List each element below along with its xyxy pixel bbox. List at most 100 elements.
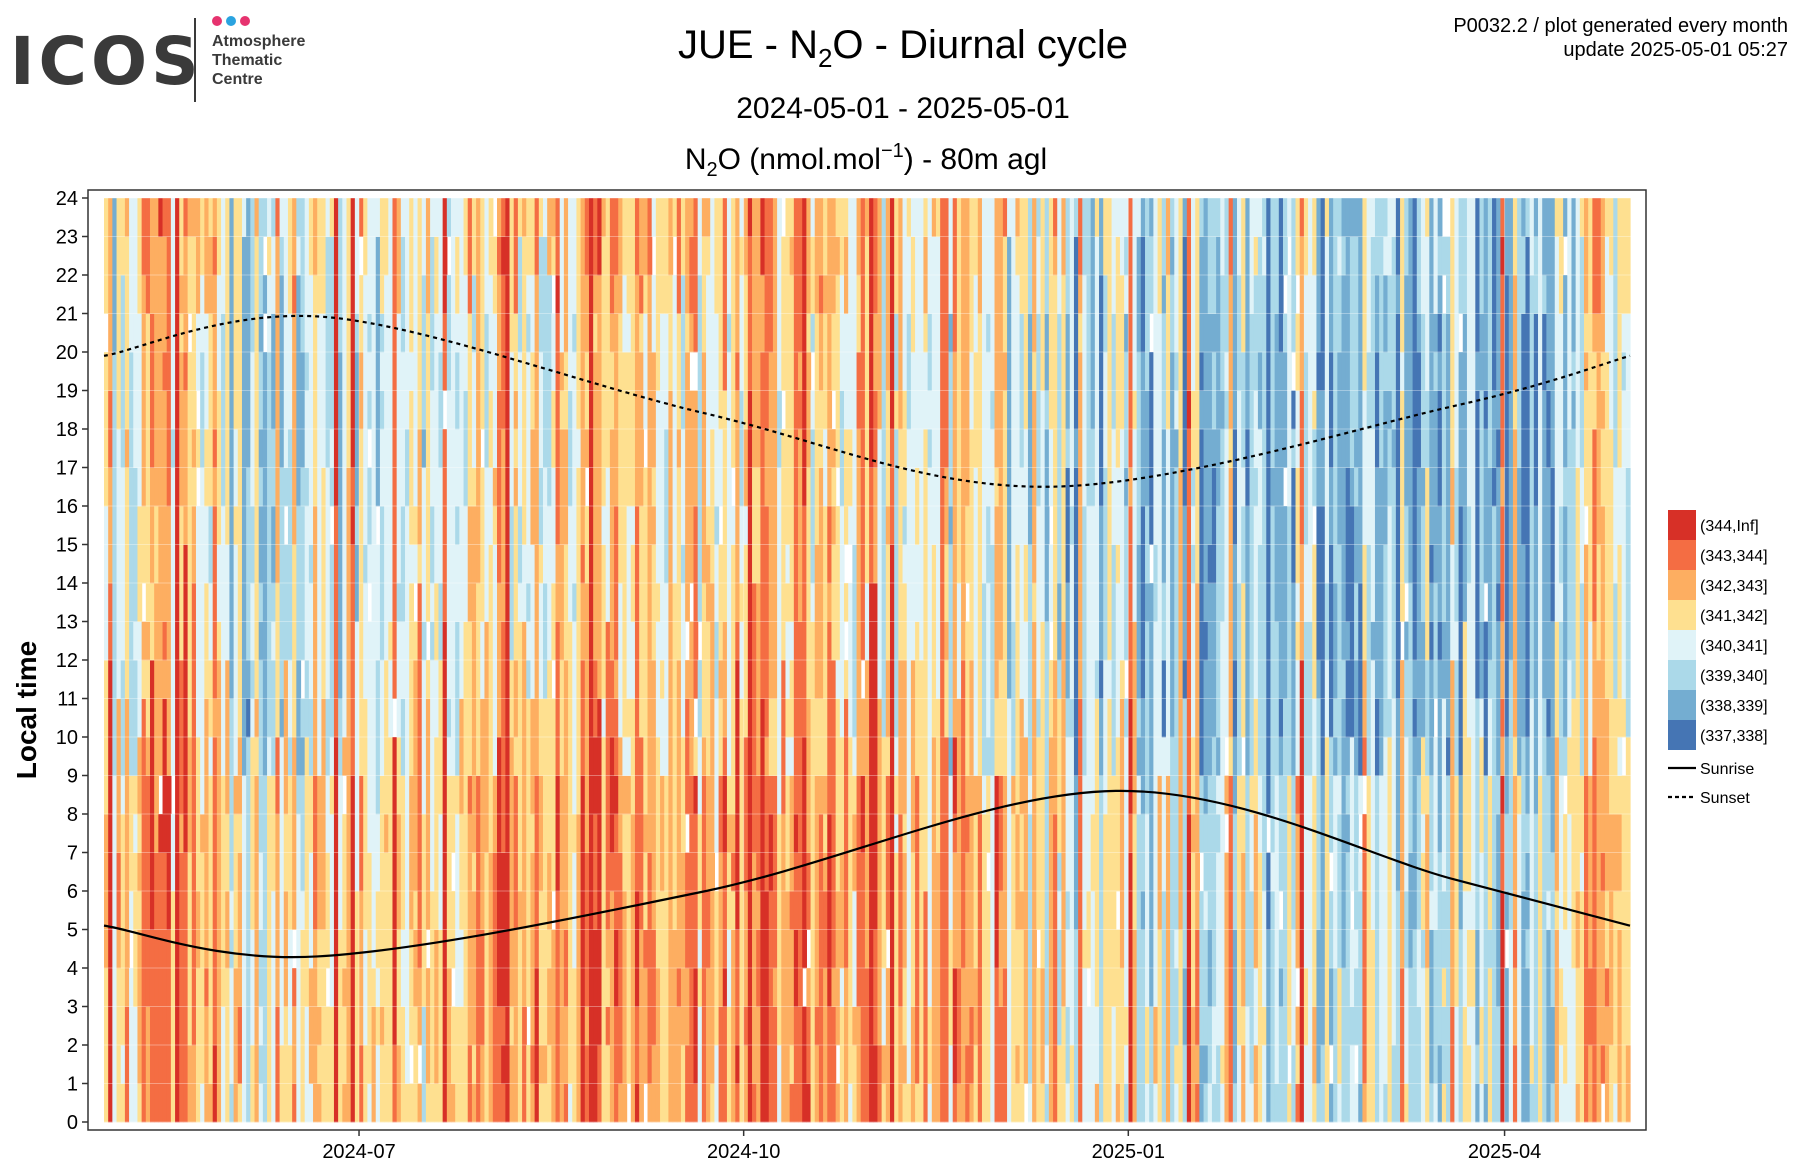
heatmap-cell — [802, 390, 807, 430]
heatmap-cell — [710, 698, 715, 738]
heatmap-cell — [864, 506, 870, 545]
heatmap-cell — [241, 737, 247, 776]
heatmap-cell — [848, 1045, 853, 1084]
heatmap-cell — [241, 968, 247, 1007]
heatmap-cell — [630, 698, 636, 738]
heatmap-cell — [818, 352, 824, 391]
heatmap-cell — [806, 198, 812, 237]
heatmap-cell — [476, 737, 481, 776]
heatmap-cell — [421, 814, 427, 853]
heatmap-cell — [430, 429, 435, 468]
heatmap-cell — [927, 236, 933, 276]
heatmap-cell — [229, 698, 235, 738]
heatmap-cell — [300, 198, 306, 237]
heatmap-cell — [555, 660, 561, 699]
heatmap-cell — [534, 544, 540, 584]
heatmap-cell — [626, 1006, 632, 1046]
heatmap-cell — [965, 1045, 971, 1084]
heatmap-cell — [647, 1083, 653, 1123]
heatmap-cell — [158, 313, 164, 353]
heatmap-cell — [981, 1006, 987, 1046]
heatmap-cell — [756, 1006, 761, 1046]
heatmap-cell — [664, 198, 670, 237]
heatmap-cell — [517, 660, 523, 699]
heatmap-cell — [894, 929, 899, 969]
heatmap-cell — [250, 1083, 256, 1123]
heatmap-cell — [359, 1006, 364, 1046]
heatmap-cell — [338, 352, 343, 391]
heatmap-cell — [158, 583, 164, 622]
heatmap-cell — [768, 1045, 774, 1084]
heatmap-cell — [793, 1083, 799, 1123]
heatmap-cell — [317, 852, 322, 892]
heatmap-cell — [338, 506, 343, 545]
heatmap-cell — [191, 429, 197, 468]
heatmap-cell — [246, 775, 251, 815]
heatmap-cell — [333, 775, 339, 815]
heatmap-cell — [810, 698, 816, 738]
heatmap-cell — [806, 313, 812, 353]
heatmap-cell — [137, 621, 143, 661]
heatmap-cell — [321, 929, 327, 969]
heatmap-cell — [576, 698, 582, 738]
heatmap-cell — [476, 852, 481, 892]
heatmap-cell — [359, 1083, 364, 1123]
heatmap-cell — [831, 467, 837, 507]
heatmap-cell — [760, 621, 766, 661]
heatmap-cell — [818, 1006, 824, 1046]
heatmap-cell — [413, 737, 419, 776]
heatmap-cell — [538, 275, 544, 314]
heatmap-cell — [877, 313, 883, 353]
heatmap-cell — [501, 313, 506, 353]
heatmap-cell — [333, 1045, 339, 1084]
heatmap-cell — [781, 313, 787, 353]
heatmap-cell — [350, 467, 356, 507]
heatmap-cell — [262, 1083, 268, 1123]
heatmap-cell — [392, 814, 398, 853]
heatmap-cell — [363, 544, 368, 584]
heatmap-cell — [802, 775, 807, 815]
heatmap-cell — [793, 1045, 799, 1084]
heatmap-cell — [614, 352, 619, 391]
heatmap-cell — [827, 467, 833, 507]
heatmap-cell — [204, 698, 210, 738]
heatmap-cell — [133, 506, 139, 545]
heatmap-cell — [760, 891, 766, 930]
heatmap-cell — [250, 390, 256, 430]
heatmap-cell — [806, 775, 812, 815]
heatmap-cell — [438, 506, 444, 545]
heatmap-cell — [216, 621, 222, 661]
heatmap-cell — [346, 1045, 352, 1084]
heatmap-cell — [409, 660, 414, 699]
heatmap-cell — [860, 313, 866, 353]
heatmap-cell — [827, 968, 833, 1007]
heatmap-cell — [961, 698, 966, 738]
heatmap-cell — [400, 390, 406, 430]
heatmap-cell — [208, 390, 214, 430]
heatmap-cell — [747, 621, 753, 661]
heatmap-cell — [124, 1045, 130, 1084]
heatmap-cell — [292, 583, 297, 622]
heatmap-cell — [467, 544, 473, 584]
heatmap-cell — [894, 313, 899, 353]
heatmap-cell — [509, 814, 515, 853]
heatmap-cell — [476, 660, 481, 699]
heatmap-cell — [321, 775, 327, 815]
heatmap-cell — [760, 1006, 766, 1046]
heatmap-cell — [593, 390, 598, 430]
heatmap-cell — [104, 544, 109, 584]
heatmap-cell — [233, 968, 239, 1007]
heatmap-cell — [388, 236, 394, 276]
heatmap-cell — [915, 506, 920, 545]
heatmap-cell — [505, 660, 511, 699]
heatmap-cell — [559, 429, 565, 468]
heatmap-cell — [413, 198, 419, 237]
heatmap-cell — [287, 621, 293, 661]
heatmap-cell — [254, 891, 260, 930]
heatmap-cell — [200, 429, 205, 468]
heatmap-cell — [455, 275, 460, 314]
heatmap-cell — [680, 814, 686, 853]
heatmap-cell — [944, 467, 950, 507]
heatmap-cell — [651, 506, 657, 545]
heatmap-cell — [881, 775, 887, 815]
